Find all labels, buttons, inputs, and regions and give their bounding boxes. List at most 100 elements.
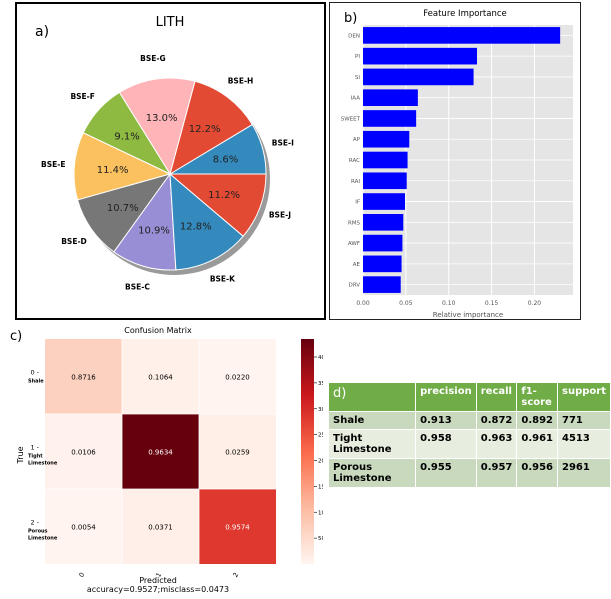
row-name: Tight Limestone [327, 429, 417, 459]
pie-slice [169, 80, 253, 176]
x-tick-label: 0.05 [399, 300, 413, 307]
pie-category-label: BSE-H [228, 76, 254, 85]
y-category-label: DRV [348, 283, 360, 289]
col-tick-label: 1 [154, 571, 163, 579]
cell-precision: 0.913 [415, 411, 477, 430]
confusion-matrix-chart: c) Confusion Matrix 0.8716 0.1064 0.0220 0.… [10, 326, 332, 594]
colorbar-tick-label: 2500 [318, 433, 323, 439]
y-category-label: RMS [348, 220, 361, 226]
bar [363, 276, 401, 293]
cm-xlabel: Predicted [139, 576, 177, 585]
y-category-label: RAC [349, 158, 360, 164]
y-category-label: AP [353, 137, 361, 143]
panel-label-d: d) [327, 382, 417, 412]
pie-pct-label: 10.9% [138, 225, 170, 236]
y-category-label: AWF [348, 241, 360, 247]
bar [363, 27, 561, 44]
x-tick-label: 0.15 [485, 300, 499, 307]
pie-slice [113, 172, 177, 271]
cell-recall: 0.872 [475, 411, 518, 430]
bar [363, 47, 477, 65]
pie-category-label: BSE-I [272, 139, 294, 148]
pie-chart: a) LITH 8.6% 12.2% 13.0% 9.1% 11.4% 10.7% 10.9… [35, 15, 294, 292]
row-name: Shale [327, 411, 417, 430]
classification-report-panel: d) precision recall f1- score support Sh… [327, 382, 611, 492]
y-category-label: SWEET [341, 116, 361, 122]
pie-chart-panel: a) LITH 8.6% 12.2% 13.0% 9.1% 11.4% 10.7% 10.9… [15, 2, 326, 320]
colorbar-tick-label: 1500 [318, 484, 323, 490]
colorbar-tick-label: 3500 [318, 381, 323, 387]
row-name: Porous Limestone [327, 458, 417, 488]
heatmap-cell-label: 0.0220 [225, 374, 250, 382]
row-tick-name: Limestone [28, 461, 58, 467]
pie-pct-label: 10.7% [107, 203, 139, 214]
heatmap-cell-label: 0.0259 [225, 449, 250, 457]
row-tick-name: Tight [28, 454, 43, 460]
colorbar-tick-label: 2000 [318, 459, 323, 465]
bar [363, 151, 408, 169]
heatmap-cell-label: 0.0054 [71, 524, 96, 532]
heatmap-cell-label: 0.0106 [71, 449, 96, 457]
pie-slice [169, 172, 244, 271]
row-tick-name: Shale [28, 379, 44, 385]
y-category-label: PI [355, 54, 360, 60]
pie-category-label: BSE-C [125, 283, 150, 292]
pie-category-label: BSE-J [269, 210, 291, 219]
panel-label-a: a) [35, 24, 49, 40]
bar-title: Feature Importance [423, 9, 507, 19]
heatmap-cell-label: 0.9574 [225, 524, 250, 532]
cell-f1-score: 0.892 [516, 411, 559, 430]
bar-xlabel: Relative importance [433, 311, 503, 319]
heatmap-cell-label: 0.1064 [148, 374, 173, 382]
pie-category-label: BSE-F [70, 92, 94, 101]
pie-pct-label: 13.0% [146, 113, 178, 124]
y-category-label: IF [355, 200, 360, 206]
heatmap-cell [122, 414, 199, 489]
row-tick-name: Porous [28, 529, 48, 535]
colorbar-tick-label: 3000 [318, 407, 323, 413]
feature-importance-panel: b) Feature Importance DEN PI SI IAA SWEET AP R… [329, 2, 581, 320]
row-tick-number: 0 - [30, 369, 39, 377]
bar [363, 89, 418, 106]
row-tick-number: 2 - [30, 519, 39, 527]
cm-footer: accuracy=0.9527;misclass=0.0473 [87, 585, 229, 594]
cell-precision: 0.955 [415, 458, 477, 488]
table-row: Porous Limestone 0.955 0.957 0.956 2961 [327, 458, 611, 488]
cell-support: 771 [557, 411, 611, 430]
colorbar [301, 339, 314, 564]
col-tick-label: 0 [77, 571, 86, 579]
pie-slice [73, 132, 172, 201]
x-tick-label: 0.00 [356, 300, 370, 307]
pie-pct-label: 12.2% [189, 124, 221, 135]
bar [363, 255, 402, 273]
pie-slice [168, 173, 267, 237]
colorbar-tick-label: 500 [318, 536, 323, 542]
header-f1-score: f1- score [516, 382, 559, 412]
col-tick-label: 2 [231, 571, 240, 579]
x-tick-label: 0.20 [528, 300, 542, 307]
pie-category-label: BSE-E [41, 160, 65, 169]
classification-report-table: d) precision recall f1- score support Sh… [327, 382, 611, 488]
bar [363, 130, 410, 148]
feature-importance-chart: b) Feature Importance DEN PI SI IAA SWEET AP R… [341, 9, 573, 319]
heatmap-cell-label: 0.9634 [148, 449, 173, 457]
bar [363, 68, 474, 86]
y-category-label: AE [353, 262, 361, 268]
bar [363, 234, 403, 252]
bar [363, 214, 404, 231]
pie-category-label: BSE-K [210, 275, 236, 284]
pie-slice [118, 77, 196, 176]
y-category-label: SI [355, 75, 360, 81]
row-tick-number: 1 - [30, 444, 39, 452]
row-tick-name: Limestone [28, 536, 58, 542]
panel-label-c: c) [10, 329, 22, 344]
colorbar-tick-label: 4000 [318, 355, 323, 361]
pie-pct-label: 8.6% [213, 155, 238, 166]
cm-ylabel: True [16, 446, 25, 464]
heatmap-cell-label: 0.0371 [148, 524, 173, 532]
pie-pct-label: 11.4% [97, 165, 129, 176]
cell-f1-score: 0.956 [516, 458, 559, 488]
cell-f1-score: 0.961 [516, 429, 559, 459]
header-recall: recall [475, 382, 518, 412]
pie-pct-label: 12.8% [180, 222, 212, 233]
